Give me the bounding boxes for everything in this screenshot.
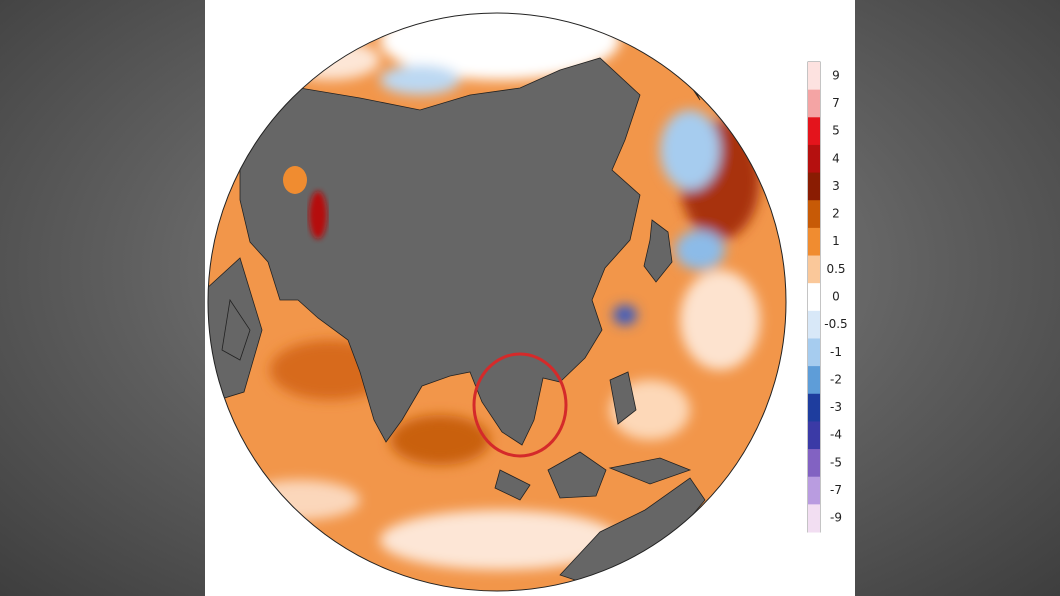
colorbar-label: -5 xyxy=(830,455,842,469)
colorbar-label: 7 xyxy=(832,96,840,110)
caspian-anomaly xyxy=(309,191,327,239)
colorbar-label: -2 xyxy=(830,372,842,386)
colorbar-label: -7 xyxy=(830,483,842,497)
colorbar-segment xyxy=(808,283,820,312)
colorbar-segment xyxy=(808,227,820,257)
globe-outline xyxy=(207,12,787,592)
colorbar-segment xyxy=(808,393,820,422)
colorbar-label: -1 xyxy=(830,345,842,359)
colorbar-segment xyxy=(808,172,820,201)
colorbar-label: 0 xyxy=(832,290,840,304)
colorbar-label: -4 xyxy=(830,428,842,442)
colorbar-segment xyxy=(808,449,820,478)
colorbar-label: -0.5 xyxy=(824,317,847,331)
colorbar-segment xyxy=(808,338,820,367)
colorbar-label: -9 xyxy=(830,511,842,525)
colorbar-segment xyxy=(808,89,820,118)
colorbar-label: 9 xyxy=(832,68,840,82)
colorbar-label: 2 xyxy=(832,207,840,221)
land xyxy=(208,13,706,591)
colorbar-segment xyxy=(808,200,820,229)
colorbar-segment xyxy=(808,366,820,395)
colorbar-segment xyxy=(808,255,820,284)
colorbar-label: 3 xyxy=(832,179,840,193)
colorbar-label: -3 xyxy=(830,400,842,414)
colorbar-segment xyxy=(808,310,820,339)
colorbar-segment xyxy=(808,144,820,174)
colorbar-segment xyxy=(808,421,820,450)
highlight-circle xyxy=(472,352,568,458)
colorbar-segment xyxy=(808,476,820,505)
colorbar-label: 0.5 xyxy=(826,262,845,276)
colorbar-label: 1 xyxy=(832,234,840,248)
colorbar: 9 7 5 4 3 2 1 0.5 0 -0.5 -1 -2 -3 -4 -5 -7 -9 xyxy=(808,62,848,533)
colorbar-label: 4 xyxy=(832,151,840,165)
colorbar-segment xyxy=(808,504,820,533)
colorbar-label: 5 xyxy=(832,124,840,138)
colorbar-segment xyxy=(808,62,820,91)
black-sea xyxy=(283,166,307,194)
colorbar-segment xyxy=(808,117,820,146)
